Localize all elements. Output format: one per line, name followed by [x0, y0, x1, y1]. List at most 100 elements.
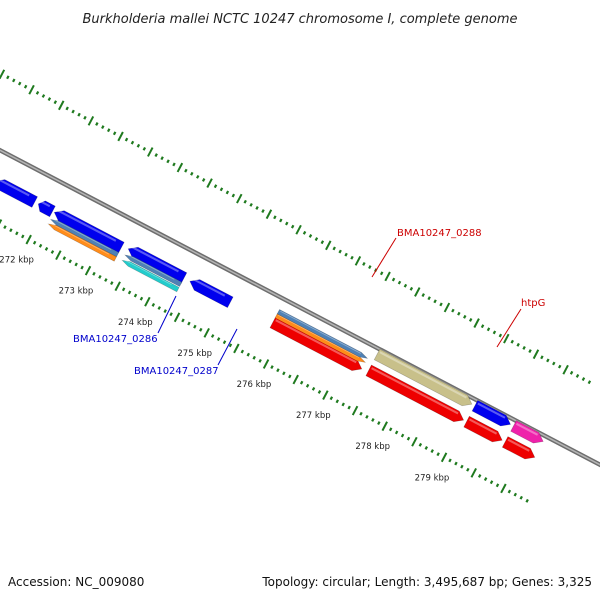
gene-label-bma10247-0287[interactable]: BMA10247_0287	[134, 366, 219, 377]
outer-tick	[41, 94, 46, 98]
gene-feature-highlight	[275, 319, 357, 364]
outer-tick	[338, 249, 342, 254]
gene-feature-orange-4[interactable]	[47, 223, 117, 262]
gene-feature-steelblue-6[interactable]	[124, 254, 183, 287]
gene-feature-highlight	[515, 422, 539, 436]
inner-tick	[222, 340, 227, 345]
outer-tick	[350, 255, 354, 260]
gene-feature-steelblue-11[interactable]	[276, 309, 369, 359]
outer-tick	[184, 168, 188, 173]
scale-label-276: 276 kbp	[237, 380, 272, 390]
inner-tick	[139, 296, 144, 301]
inner-tick	[240, 349, 245, 354]
inner-tick	[448, 458, 452, 463]
topology-text: Topology: circular; Length: 3,495,687 bp…	[261, 575, 592, 589]
outer-tick	[35, 90, 40, 95]
gene-feature-highlight	[278, 314, 360, 358]
inner-tick	[163, 309, 167, 314]
gene-features	[0, 178, 544, 460]
inner-tick	[519, 495, 523, 500]
inner-tick	[32, 240, 37, 245]
outer-tick	[12, 78, 16, 83]
label-leader-line	[496, 308, 522, 348]
inner-tick	[341, 402, 345, 407]
gene-feature-highlight	[379, 351, 467, 399]
gene-feature-blue-1[interactable]	[37, 200, 56, 218]
gene-feature-blue-0[interactable]	[0, 179, 38, 208]
outer-tick	[28, 84, 35, 95]
outer-tick	[47, 97, 52, 102]
outer-tick	[510, 339, 514, 344]
gene-feature-highlight	[280, 310, 362, 354]
inner-tick	[335, 399, 339, 404]
gene-feature-cyan-7[interactable]	[121, 259, 180, 293]
inner-tick	[507, 489, 512, 494]
outer-tick	[308, 234, 313, 238]
accession-text: Accession: NC_009080	[8, 575, 144, 589]
gene-feature-red-12[interactable]	[365, 364, 465, 423]
inner-tick	[68, 259, 72, 264]
inner-tick	[216, 337, 221, 342]
outer-tick	[106, 128, 111, 133]
gene-feature-red-14[interactable]	[463, 415, 503, 443]
scale-label-272: 272 kbp	[0, 256, 34, 266]
gene-feature-blue-15[interactable]	[471, 399, 511, 427]
gene-label-bma10247-0286[interactable]: BMA10247_0286	[73, 334, 158, 345]
inner-tick	[470, 467, 477, 478]
outer-tick	[552, 361, 556, 366]
gene-feature-highlight	[192, 278, 226, 297]
gene-feature-highlight	[126, 254, 175, 280]
inner-tick	[430, 449, 434, 454]
outer-tick	[368, 265, 372, 270]
inner-tick	[477, 474, 482, 478]
gene-feature-highlight	[130, 245, 179, 273]
inner-tick	[15, 231, 19, 236]
inner-tick	[84, 265, 92, 276]
outer-tick	[486, 327, 491, 332]
inner-tick	[55, 250, 62, 261]
inner-tick	[406, 436, 411, 441]
inner-tick	[210, 334, 215, 338]
outer-tick	[190, 171, 194, 176]
gene-feature-steelblue-3[interactable]	[49, 218, 120, 258]
inner-tick	[377, 421, 381, 426]
inner-tick	[270, 365, 274, 370]
gene-feature-blue-2[interactable]	[53, 210, 125, 254]
scale-labels: 272 kbp 273 kbp 274 kbp 275 kbp 276 kbp 277 k…	[0, 256, 449, 484]
inner-tick	[460, 464, 464, 469]
outer-tick	[231, 193, 236, 198]
outer-tick	[354, 255, 362, 266]
outer-tick	[379, 271, 384, 276]
outer-tick	[160, 156, 164, 161]
gene-feature-highlight	[477, 402, 506, 419]
outer-tick	[581, 377, 586, 381]
inner-tick	[351, 405, 359, 416]
outer-tick	[540, 355, 544, 360]
inner-tick	[365, 414, 369, 419]
inner-tick	[299, 380, 304, 385]
inner-tick	[329, 396, 334, 401]
outer-tick	[265, 209, 273, 220]
outer-tick	[516, 342, 520, 347]
inner-tick	[483, 477, 488, 482]
inner-tick	[74, 262, 78, 267]
gene-feature-blue-8[interactable]	[189, 279, 234, 309]
gene-feature-magenta-17[interactable]	[510, 420, 544, 444]
outer-tick	[87, 115, 95, 126]
outer-tick	[71, 109, 75, 114]
gene-label-htpg[interactable]: htpG	[521, 298, 545, 309]
gene-label-bma10247-0288[interactable]: BMA10247_0288	[397, 228, 482, 239]
outer-tick	[473, 318, 480, 328]
inner-tick	[317, 390, 322, 394]
inner-tick	[424, 446, 429, 450]
inner-tick	[187, 321, 191, 326]
inner-tick	[288, 374, 292, 379]
outer-tick	[587, 380, 592, 385]
inner-tick	[262, 359, 270, 369]
gene-feature-olive-13[interactable]	[373, 348, 473, 407]
outer-tick	[249, 202, 253, 207]
gene-feature-red-16[interactable]	[501, 436, 536, 460]
outer-tick	[302, 230, 307, 235]
inner-tick	[418, 442, 423, 447]
outer-tick	[196, 174, 200, 179]
